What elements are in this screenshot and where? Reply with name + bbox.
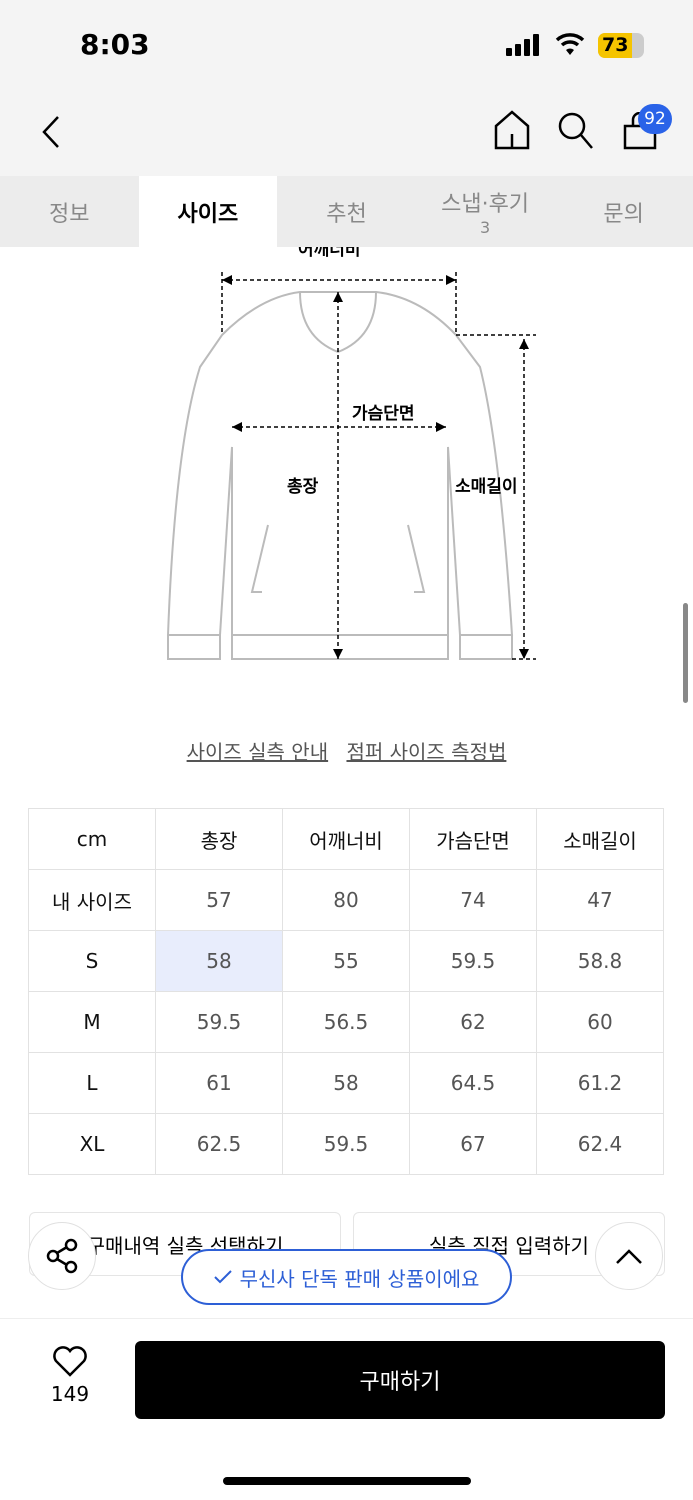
table-row: XL 62.5 59.5 67 62.4 (28, 1113, 664, 1175)
table-row: S 58 55 59.5 58.8 (28, 930, 664, 992)
table-header: 총장 (155, 808, 283, 870)
table-header: 소매길이 (536, 808, 664, 870)
buy-button[interactable]: 구매하기 (135, 1341, 665, 1419)
row-label: M (28, 991, 156, 1053)
heart-icon (53, 1346, 87, 1377)
back-icon[interactable] (40, 115, 62, 149)
tab-label: 스냅·후기 (441, 192, 530, 217)
table-cell: 59.5 (282, 1113, 410, 1175)
search-icon[interactable] (556, 110, 594, 150)
label-length: 총장 (287, 477, 319, 497)
size-diagram: 어깨너비 가슴단면 총장 소매길이 (0, 247, 693, 687)
status-bar: 8:03 73 (0, 0, 693, 90)
tab-label: 사이즈 (177, 201, 239, 227)
tab-recommend[interactable]: 추천 (277, 176, 416, 247)
bottom-bar: 149 구매하기 (0, 1318, 693, 1500)
home-indicator (223, 1477, 471, 1485)
table-cell: 58.8 (536, 930, 664, 992)
table-cell: 80 (282, 869, 410, 931)
signal-icon (506, 34, 539, 56)
home-icon[interactable] (493, 110, 531, 150)
cart-badge: 92 (638, 104, 672, 134)
table-row: 내 사이즈 57 80 74 47 (28, 869, 664, 931)
table-cell: 47 (536, 869, 664, 931)
row-label: 내 사이즈 (28, 869, 156, 931)
row-label: S (28, 930, 156, 992)
size-guide-link[interactable]: 사이즈 실측 안내 (186, 740, 329, 764)
label-sleeve: 소매길이 (455, 477, 518, 497)
like-button[interactable]: 149 (40, 1345, 100, 1406)
top-nav (0, 90, 693, 176)
table-header: cm (28, 808, 156, 870)
table-cell: 59.5 (155, 991, 283, 1053)
table-cell: 64.5 (409, 1052, 537, 1114)
table-row: M 59.5 56.5 62 60 (28, 991, 664, 1053)
clock: 8:03 (80, 28, 150, 61)
table-cell: 58 (282, 1052, 410, 1114)
size-links: 사이즈 실측 안내 점퍼 사이즈 측정법 (0, 736, 693, 765)
measure-method-link[interactable]: 점퍼 사이즈 측정법 (346, 740, 507, 764)
table-cell: 59.5 (409, 930, 537, 992)
scroll-top-button[interactable] (595, 1222, 663, 1290)
table-cell: 55 (282, 930, 410, 992)
row-label: XL (28, 1113, 156, 1175)
table-header-row: cm 총장 어깨너비 가슴단면 소매길이 (28, 808, 664, 870)
wifi-icon (555, 33, 585, 55)
share-icon (46, 1238, 78, 1274)
table-cell: 56.5 (282, 991, 410, 1053)
like-count: 149 (50, 1382, 90, 1406)
row-label: L (28, 1052, 156, 1114)
tab-count: 3 (479, 218, 491, 237)
table-header: 가슴단면 (409, 808, 537, 870)
jacket-illustration (166, 272, 536, 660)
tab-label: 정보 (49, 201, 90, 227)
label-shoulder: 어깨너비 (298, 247, 361, 260)
tab-info[interactable]: 정보 (0, 176, 139, 247)
tab-bar: 정보 사이즈 추천 스냅·후기 3 문의 (0, 176, 693, 247)
tab-label: 문의 (603, 201, 644, 227)
table-cell: 57 (155, 869, 283, 931)
table-header: 어깨너비 (282, 808, 410, 870)
exclusive-badge: 무신사 단독 판매 상품이에요 (181, 1249, 512, 1305)
table-cell: 61.2 (536, 1052, 664, 1114)
share-button[interactable] (28, 1222, 96, 1290)
tab-inquiry[interactable]: 문의 (554, 176, 693, 247)
table-cell-highlighted: 58 (155, 930, 283, 992)
label-chest: 가슴단면 (352, 404, 415, 424)
tab-size[interactable]: 사이즈 (138, 176, 278, 247)
table-cell: 74 (409, 869, 537, 931)
battery-icon: 73 (598, 33, 644, 58)
table-cell: 61 (155, 1052, 283, 1114)
table-cell: 67 (409, 1113, 537, 1175)
table-cell: 62 (409, 991, 537, 1053)
size-table: cm 총장 어깨너비 가슴단면 소매길이 내 사이즈 57 80 74 47 S 58 55… (28, 808, 664, 1175)
table-cell: 62.5 (155, 1113, 283, 1175)
scrollbar[interactable] (683, 603, 688, 703)
exclusive-text: 무신사 단독 판매 상품이에요 (239, 1266, 480, 1291)
tab-label: 추천 (326, 201, 367, 227)
table-row: L 61 58 64.5 61.2 (28, 1052, 664, 1114)
tab-snap-review[interactable]: 스냅·후기 3 (416, 176, 555, 247)
table-cell: 60 (536, 991, 664, 1053)
check-icon (213, 1270, 232, 1284)
chevron-up-icon (616, 1249, 642, 1264)
table-cell: 62.4 (536, 1113, 664, 1175)
